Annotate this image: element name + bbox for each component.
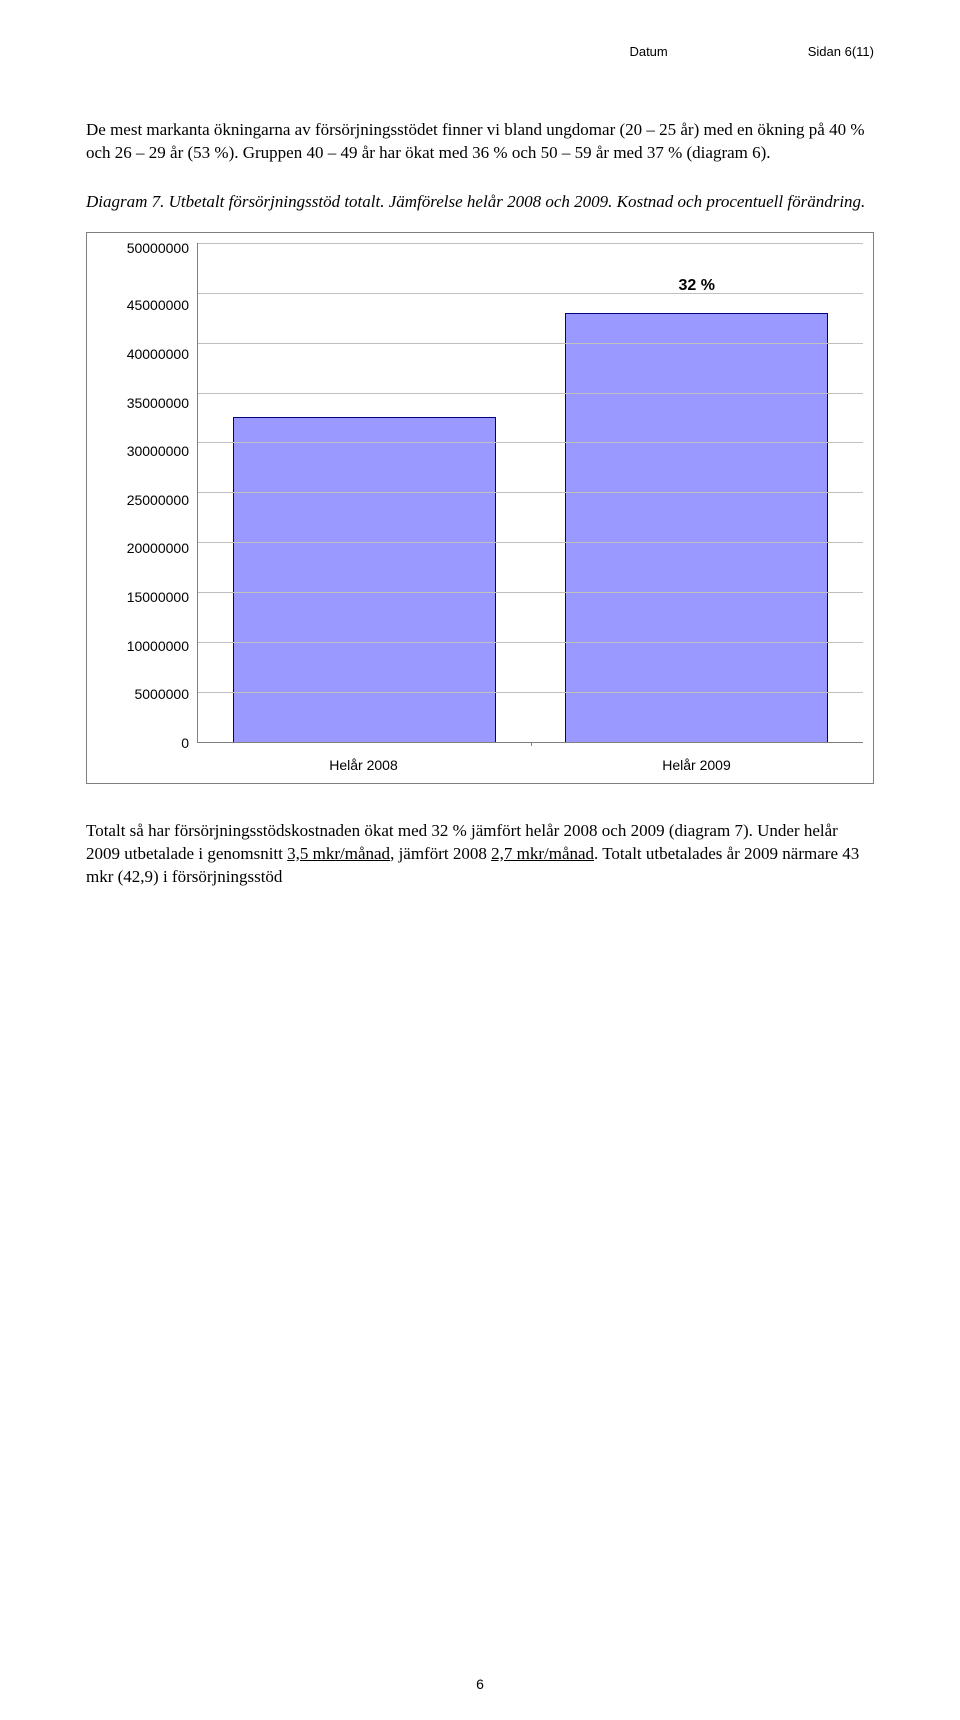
page-number: 6 — [476, 1676, 484, 1692]
x-tick-label: Helår 2008 — [197, 757, 530, 773]
y-tick-label: 5000000 — [134, 687, 189, 701]
paragraph-1: De mest markanta ökningarna av försörjni… — [86, 119, 874, 165]
header-datum: Datum — [629, 44, 667, 59]
x-axis-labels: Helår 2008Helår 2009 — [197, 757, 863, 773]
y-tick-label: 15000000 — [127, 590, 189, 604]
bar — [233, 417, 496, 741]
p2-underline-2: 2,7 mkr/månad — [491, 844, 594, 863]
plot-area: 32 % — [197, 243, 863, 743]
gridline — [198, 692, 863, 693]
header-page: Sidan 6(11) — [808, 44, 874, 59]
y-tick-label: 20000000 — [127, 541, 189, 555]
x-tick-label: Helår 2009 — [530, 757, 863, 773]
gridline — [198, 343, 863, 344]
gridline — [198, 542, 863, 543]
p2-underline-1: 3,5 mkr/månad — [287, 844, 390, 863]
chart-container: 5000000045000000400000003500000030000000… — [86, 232, 874, 784]
p2-seg-b: , jämfört 2008 — [390, 844, 491, 863]
y-tick-label: 30000000 — [127, 444, 189, 458]
chart-caption: Diagram 7. Utbetalt försörjningsstöd tot… — [86, 191, 874, 214]
gridline — [198, 393, 863, 394]
gridline — [198, 642, 863, 643]
gridline — [198, 293, 863, 294]
y-tick-label: 25000000 — [127, 493, 189, 507]
y-tick-label: 40000000 — [127, 347, 189, 361]
bar — [565, 313, 828, 742]
y-tick-label: 10000000 — [127, 639, 189, 653]
gridline — [198, 442, 863, 443]
gridline — [198, 243, 863, 244]
y-tick-label: 50000000 — [127, 241, 189, 255]
y-tick-label: 0 — [181, 736, 189, 750]
y-axis-labels: 50000000 45000000 40000000 35000000 30000000… — [97, 243, 197, 743]
page-header: Datum Sidan 6(11) — [86, 44, 874, 59]
gridline — [198, 492, 863, 493]
y-tick-label: 45000000 — [127, 298, 189, 312]
paragraph-2: Totalt så har försörjningsstödskostnaden… — [86, 820, 874, 889]
y-tick-label: 35000000 — [127, 396, 189, 410]
gridline — [198, 592, 863, 593]
